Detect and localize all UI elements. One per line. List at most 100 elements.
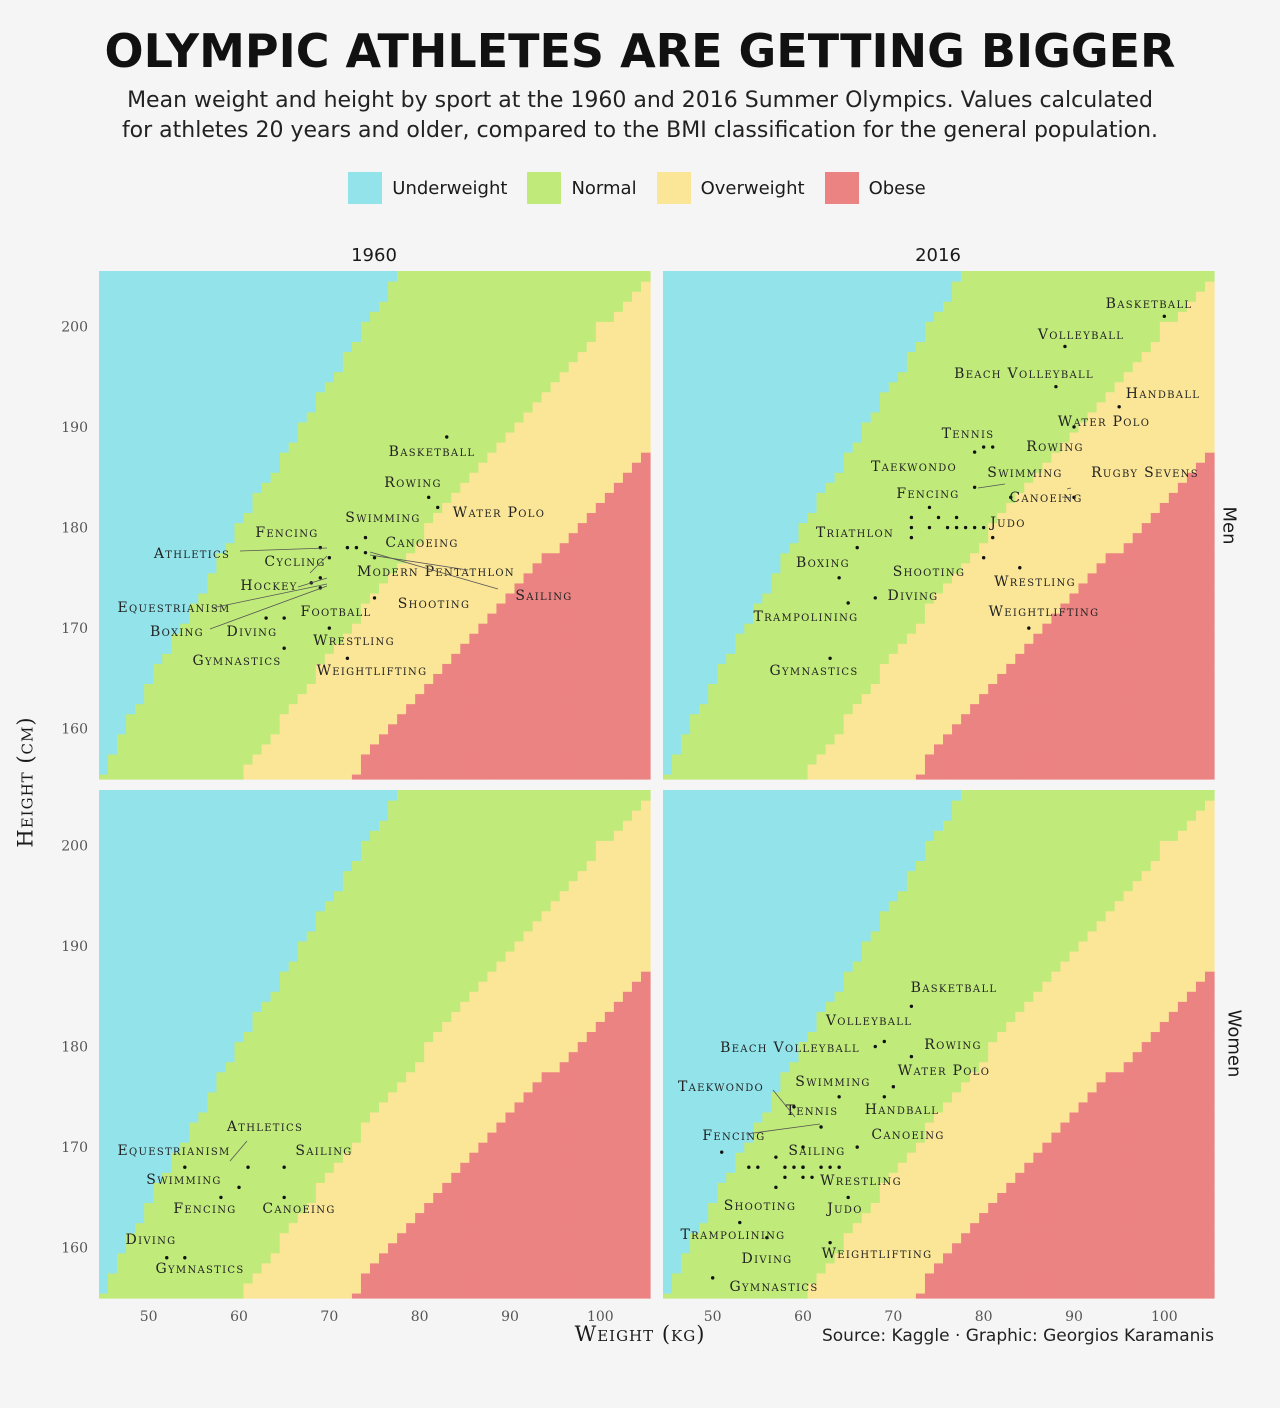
- bmi-tile: [162, 552, 172, 564]
- bmi-tile: [288, 512, 299, 524]
- bmi-tile: [550, 341, 561, 353]
- bmi-tile: [279, 703, 290, 715]
- bmi-tile: [442, 683, 452, 695]
- bmi-tile: [961, 753, 971, 765]
- bmi-tile: [433, 331, 443, 343]
- bmi-tile: [243, 291, 254, 302]
- bmi-tile: [943, 381, 953, 393]
- bmi-tile: [342, 743, 353, 755]
- bmi-tile: [708, 421, 718, 433]
- bmi-tile: [789, 401, 800, 413]
- bmi-tile: [135, 663, 145, 674]
- bmi-tile: [943, 552, 953, 564]
- bmi-tile: [708, 582, 718, 594]
- bmi-tile: [487, 773, 498, 780]
- bmi-tile: [613, 582, 624, 594]
- bmi-tile: [369, 291, 380, 302]
- bmi-tile: [333, 351, 344, 363]
- bmi-tile: [943, 371, 953, 383]
- bmi-tile: [753, 693, 763, 705]
- bmi-tile: [595, 713, 606, 725]
- bmi-tile: [744, 653, 754, 664]
- data-point: [282, 616, 286, 620]
- bmi-tile: [753, 542, 763, 554]
- bmi-tile: [604, 773, 615, 780]
- bmi-tile: [834, 693, 845, 705]
- bmi-tile: [550, 693, 561, 705]
- bmi-tile: [852, 411, 863, 423]
- bmi-tile: [952, 391, 962, 403]
- bmi-tile: [970, 361, 980, 373]
- bmi-tile: [879, 703, 890, 715]
- bmi-tile: [415, 522, 425, 534]
- bmi-tile: [333, 532, 344, 544]
- bmi-tile: [952, 763, 962, 775]
- bmi-tile: [523, 291, 534, 302]
- bmi-tile: [279, 391, 290, 403]
- bmi-tile: [943, 602, 953, 614]
- bmi-tile: [108, 452, 118, 463]
- bmi-tile: [225, 281, 236, 292]
- bmi-tile: [306, 351, 317, 363]
- bmi-tile: [523, 572, 534, 584]
- bmi-tile: [943, 321, 953, 332]
- bmi-tile: [708, 653, 718, 664]
- bmi-tile: [879, 602, 890, 614]
- bmi-tile: [771, 733, 782, 745]
- bmi-tile: [672, 301, 682, 312]
- bmi-tile: [243, 723, 254, 735]
- bmi-tile: [478, 773, 489, 780]
- bmi-tile: [789, 633, 800, 644]
- bmi-tile: [288, 643, 299, 654]
- bmi-tile: [126, 361, 136, 373]
- bmi-tile: [541, 311, 552, 322]
- bmi-tile: [933, 321, 944, 332]
- bmi-tile: [843, 703, 854, 715]
- bmi-tile: [888, 572, 899, 584]
- bmi-tile: [699, 431, 709, 443]
- bmi-tile: [577, 331, 588, 343]
- bmi-tile: [306, 663, 317, 674]
- bmi-tile: [970, 532, 980, 544]
- bmi-tile: [433, 552, 443, 564]
- bmi-tile: [672, 592, 682, 604]
- bmi-tile: [825, 723, 836, 735]
- bmi-tile: [397, 562, 407, 574]
- bmi-tile: [171, 693, 181, 705]
- bmi-tile: [924, 401, 935, 413]
- bmi-tile: [207, 452, 218, 463]
- bmi-tile: [771, 643, 782, 654]
- bmi-tile: [577, 713, 588, 725]
- bmi-tile: [451, 361, 461, 373]
- bmi-tile: [189, 703, 199, 715]
- bmi-tile: [514, 663, 525, 674]
- bmi-tile: [640, 663, 651, 674]
- bmi-tile: [252, 512, 263, 524]
- bmi-tile: [915, 623, 926, 634]
- bmi-tile: [613, 572, 624, 584]
- bmi-tile: [297, 301, 308, 312]
- bmi-tile: [690, 623, 700, 634]
- bmi-tile: [351, 381, 362, 393]
- bmi-tile: [726, 331, 736, 343]
- bmi-tile: [478, 653, 489, 664]
- bmi-tile: [514, 361, 525, 373]
- bmi-tile: [270, 602, 281, 614]
- bmi-tile: [270, 371, 281, 383]
- bmi-tile: [631, 421, 642, 433]
- bmi-tile: [952, 281, 962, 292]
- bmi-tile: [586, 381, 597, 393]
- bmi-tile: [252, 341, 263, 353]
- bmi-tile: [397, 482, 407, 493]
- bmi-tile: [135, 713, 145, 725]
- bmi-tile: [216, 321, 227, 332]
- bmi-tile: [406, 693, 416, 705]
- bmi-tile: [261, 341, 272, 353]
- bmi-tile: [961, 442, 971, 453]
- bmi-tile: [406, 623, 416, 634]
- bmi-tile: [424, 271, 434, 282]
- bmi-tile: [369, 321, 380, 332]
- bmi-tile: [99, 361, 109, 373]
- bmi-tile: [252, 291, 263, 302]
- bmi-tile: [424, 613, 434, 624]
